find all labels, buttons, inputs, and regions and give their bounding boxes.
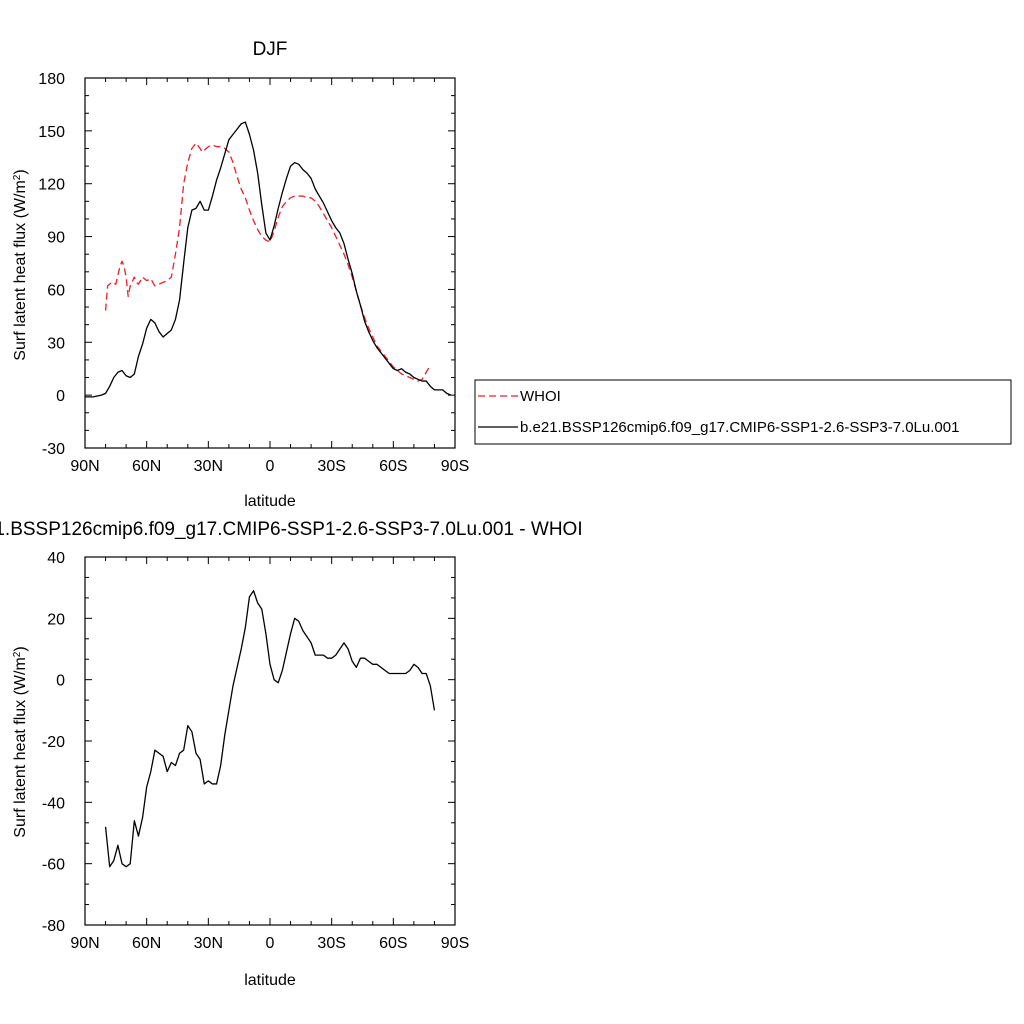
top-y-axis-title-end: ) (12, 169, 29, 174)
top-x-axis-title: latitude (244, 493, 296, 510)
bottom-plot-frame (84, 556, 456, 926)
top-x-tick-label: 90N (70, 458, 99, 475)
top-x-tick-label: 30N (194, 458, 223, 475)
top-y-axis-title: Surf latent heat flux (W/m2) (12, 169, 30, 360)
top-y-tick-label: 150 (38, 124, 65, 141)
legend-label-whoi: WHOI (520, 388, 561, 405)
bottom-y-tick-label: 40 (47, 550, 65, 567)
top-series-line-1 (85, 121, 452, 398)
top-x-tick-label: 60S (379, 458, 407, 475)
bottom-plot-area: 90N 60N 30N 0 30S 60S 90S -80 -60 -40 -20 0 20 40 (42, 550, 469, 952)
top-x-tick-label: 30S (317, 458, 345, 475)
top-x-tick-label: 90S (441, 458, 469, 475)
top-plot-frame (84, 77, 456, 449)
legend-label-model: b.e21.BSSP126cmip6.f09_g17.CMIP6-SSP1-2.… (520, 419, 959, 436)
top-y-tick-label: 90 (47, 230, 65, 247)
top-y-tick-label: -30 (42, 441, 65, 458)
legend: WHOI b.e21.BSSP126cmip6.f09_g17.CMIP6-SS… (474, 379, 1012, 445)
bottom-x-tick-label: 90N (70, 935, 99, 952)
bottom-plot-title: b.e21.BSSP126cmip6.f09_g17.CMIP6-SSP1-2.… (0, 519, 583, 540)
top-y-tick-label: 180 (38, 71, 65, 88)
bottom-x-axis-title: latitude (244, 972, 296, 989)
bottom-y-axis-title-end: ) (12, 646, 29, 651)
bottom-x-tick-label: 30N (194, 935, 223, 952)
bottom-x-tick-label: 0 (266, 935, 275, 952)
top-plot-area: 90N 60N 30N 0 30S 60S 90S -30 0 30 60 90 120 150 180 (38, 71, 469, 475)
bottom-x-tick-label: 60S (379, 935, 407, 952)
top-y-axis-title-superscript: 2 (12, 174, 23, 180)
bottom-y-tick-label: -40 (42, 795, 65, 812)
top-y-tick-label: 30 (47, 335, 65, 352)
top-y-tick-label: 0 (56, 388, 65, 405)
bottom-y-tick-label: -80 (42, 918, 65, 935)
bottom-series-line-0 (104, 590, 436, 868)
bottom-y-tick-label: -20 (42, 734, 65, 751)
bottom-y-axis-title-main: Surf latent heat flux (W/m (12, 657, 29, 838)
top-plot-title: DJF (253, 39, 288, 60)
top-y-tick-label: 60 (47, 282, 65, 299)
top-y-axis-title-main: Surf latent heat flux (W/m (12, 180, 29, 361)
top-x-tick-label: 60N (132, 458, 161, 475)
legend-box (474, 379, 1012, 445)
top-y-tick-label: 120 (38, 177, 65, 194)
bottom-y-axis-title-superscript: 2 (12, 651, 23, 657)
bottom-y-tick-label: 20 (47, 611, 65, 628)
bottom-x-tick-label: 90S (441, 935, 469, 952)
bottom-y-tick-label: -60 (42, 857, 65, 874)
bottom-y-axis-title: Surf latent heat flux (W/m2) (12, 646, 30, 837)
bottom-x-tick-label: 60N (132, 935, 161, 952)
bottom-y-tick-label: 0 (56, 673, 65, 690)
bottom-panel: b.e21.BSSP126cmip6.f09_g17.CMIP6-SSP1-2.… (0, 519, 583, 989)
top-series-line-0 (104, 142, 431, 382)
top-x-tick-label: 0 (266, 458, 275, 475)
bottom-x-tick-label: 30S (317, 935, 345, 952)
top-panel: DJF latitude Surf latent heat flux (W/m2… (12, 39, 470, 510)
